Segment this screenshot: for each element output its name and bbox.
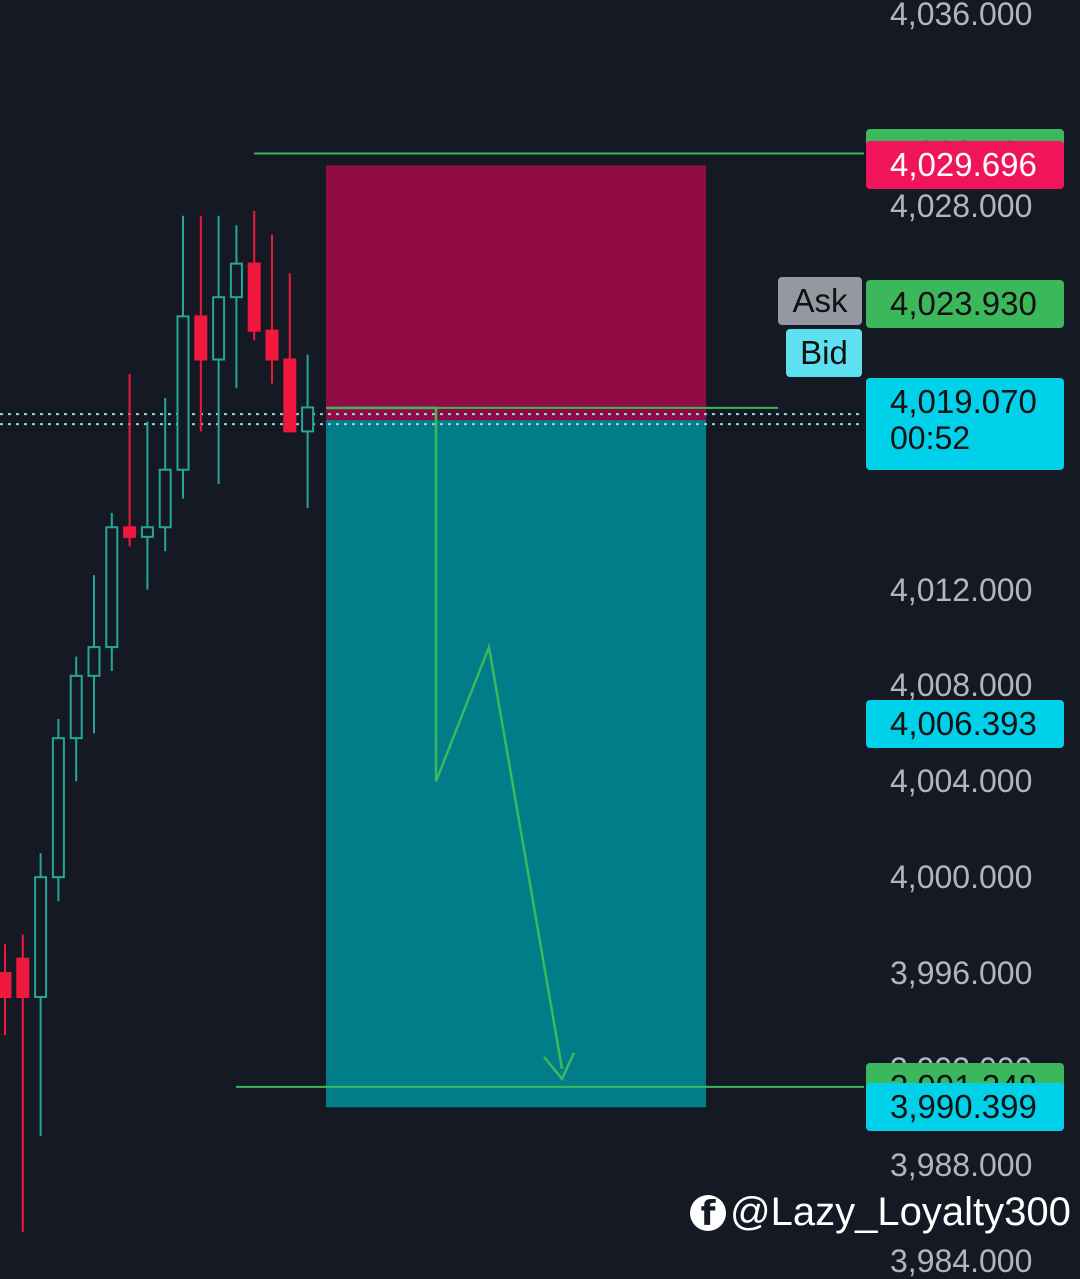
y-tick-label: 3,996.000 [890,955,1033,992]
y-tick-label: 4,028.000 [890,188,1033,225]
candle-body [69,674,83,740]
projection-arrowhead [543,1052,576,1082]
candle-body [301,406,315,433]
facebook-icon: f [690,1194,726,1231]
y-tick-label: 4,008.000 [890,667,1033,704]
y-tick-label: 4,012.000 [890,571,1033,608]
candle-body [140,526,154,538]
bar-countdown: 00:52 [890,420,971,456]
zone-target [326,420,706,1108]
candle-body [176,315,190,471]
last-price-value: 4,019.070 [890,383,1037,420]
candle-body [87,646,101,677]
candle-body [105,526,119,649]
candle-body [16,957,30,998]
tag-lower-cyan: 3,990.399 [866,1083,1064,1132]
y-tick-label: 4,000.000 [890,859,1033,896]
y-tick-label: 4,036.000 [890,0,1033,33]
tag-upper-red: 4,029.696 [866,141,1064,190]
tag-cyan-mid: 4,006.393 [866,699,1064,748]
zone-stop [326,165,706,421]
ask-label: Ask [778,277,862,325]
candle-body [51,737,65,879]
candle-body [158,468,172,529]
tag-mid-green: 4,023.930 [866,279,1064,328]
bid-label: Bid [786,329,862,377]
candle-body [34,876,48,998]
candle-body [265,329,279,361]
candle-body [247,262,261,332]
candle-body [123,526,137,538]
watermark-text: @Lazy_Loyalty300 [730,1190,1071,1234]
last-price-tag: 4,019.070 00:52 [866,378,1064,470]
y-tick-label: 3,984.000 [890,1242,1033,1279]
candle-body [212,296,226,361]
y-tick-label: 4,004.000 [890,763,1033,800]
projection-path [326,406,564,1070]
candle-body [283,358,297,433]
watermark: f @Lazy_Loyalty300 [690,1190,1071,1235]
y-tick-label: 3,988.000 [890,1146,1033,1183]
candle-body [229,262,243,299]
candle-body [194,315,208,361]
candle-body [0,972,12,998]
